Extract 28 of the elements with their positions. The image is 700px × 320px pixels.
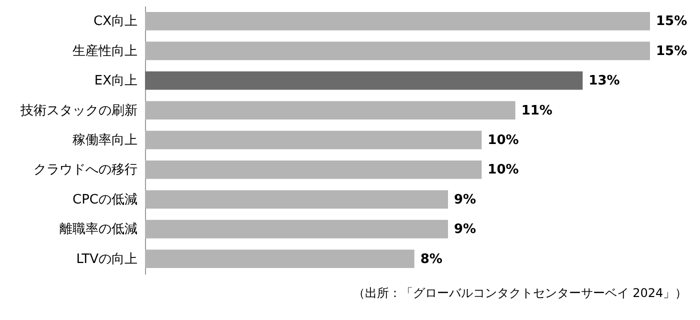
data-label: 15%	[656, 44, 688, 59]
data-label: 9%	[454, 192, 476, 208]
bar	[145, 160, 482, 179]
y-tick-label: CPCの低減	[72, 192, 138, 208]
bar	[145, 130, 482, 150]
y-tick-label: 技術スタックの刷新	[20, 103, 138, 118]
data-label: 9%	[454, 222, 476, 238]
data-label: 10%	[488, 133, 519, 148]
bar	[145, 42, 650, 60]
data-label: 13%	[588, 74, 620, 89]
y-tick-label: CX向上	[94, 14, 138, 30]
y-tick-label: 生産性向上	[72, 42, 138, 59]
y-tick-label: クラウドへの移行	[34, 162, 138, 178]
y-tick-label: 稼働率向上	[72, 132, 138, 148]
bar	[145, 101, 516, 120]
bar	[145, 220, 448, 238]
data-label: 11%	[521, 103, 552, 118]
data-label: 15%	[656, 14, 688, 30]
y-tick-label: EX向上	[94, 74, 138, 89]
bar	[145, 250, 414, 268]
y-tick-label: LTVの向上	[76, 252, 138, 267]
bar	[145, 71, 583, 90]
text: （出所：「グローバルコンタクトセンターサーベイ 2024」）	[352, 286, 688, 300]
data-label: 10%	[488, 162, 519, 178]
y-tick-label: 離職率の低減	[60, 221, 138, 238]
data-label: 8%	[420, 252, 442, 267]
bar	[145, 190, 448, 209]
bar	[145, 12, 650, 30]
